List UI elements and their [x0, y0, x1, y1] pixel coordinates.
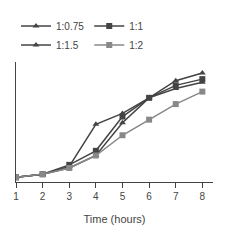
svg-text:1:1: 1:1	[129, 21, 143, 32]
svg-text:1: 1	[13, 191, 19, 202]
svg-text:Time (hours): Time (hours)	[84, 213, 146, 225]
svg-text:8: 8	[200, 191, 206, 202]
svg-text:5: 5	[120, 191, 126, 202]
svg-text:1:1.5: 1:1.5	[56, 40, 79, 51]
svg-text:1:2: 1:2	[129, 40, 143, 51]
svg-text:4: 4	[93, 191, 99, 202]
svg-text:3: 3	[66, 191, 72, 202]
svg-text:6: 6	[146, 191, 152, 202]
svg-text:1:0.75: 1:0.75	[56, 21, 84, 32]
svg-text:2: 2	[40, 191, 46, 202]
svg-text:7: 7	[173, 191, 179, 202]
